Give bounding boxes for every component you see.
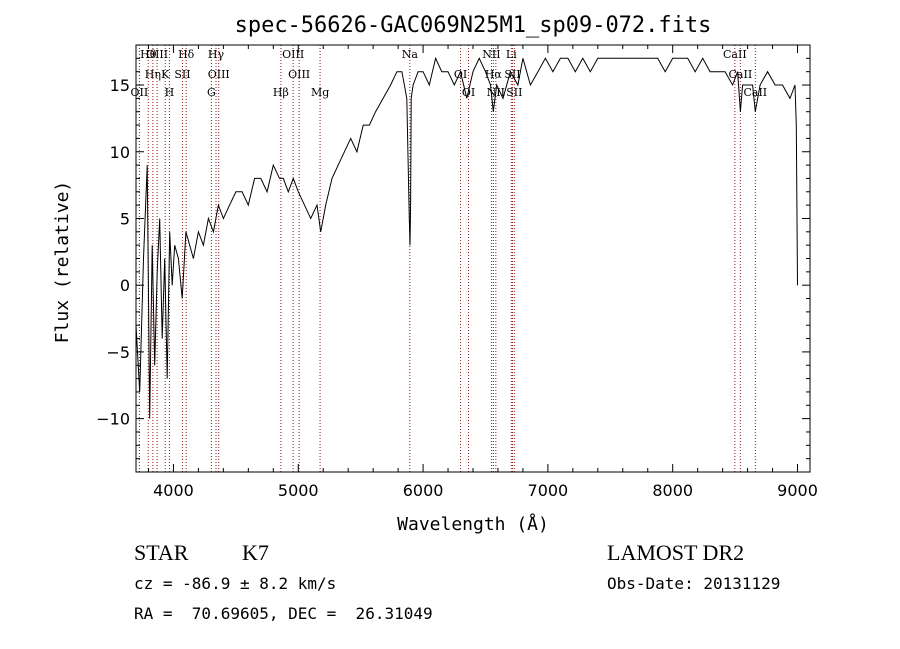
redshift-cz: cz = -86.9 ± 8.2 km/s (134, 574, 337, 593)
y-tick-label: 0 (120, 276, 130, 295)
x-axis-ticks: 4000 5000 6000 7000 8000 9000 (147, 45, 818, 500)
line-label: Na (402, 48, 419, 61)
ra-dec: RA = 70.69605, DEC = 26.31049 (134, 604, 433, 623)
x-tick-label: 6000 (403, 481, 444, 500)
line-label: OI (454, 68, 467, 81)
line-label: CaII (743, 86, 767, 99)
x-tick-label: 8000 (652, 481, 693, 500)
line-label: OIII (208, 68, 230, 81)
object-class: STAR (134, 540, 189, 565)
x-axis-label: Wavelength (Å) (397, 513, 549, 535)
line-label: Hθ (140, 48, 157, 61)
chart-title: spec-56626-GAC069N25M1_sp09-072.fits (235, 13, 712, 38)
x-tick-label: 7000 (528, 481, 569, 500)
y-axis-ticks: −10 −5 0 5 10 15 (96, 57, 810, 460)
line-label: SII (174, 68, 190, 81)
line-label: Mg (311, 86, 329, 99)
x-tick-label: 4000 (153, 481, 194, 500)
x-tick-label: 5000 (278, 481, 319, 500)
line-label: OIII (288, 68, 310, 81)
line-label: K (161, 68, 170, 81)
y-tick-label: −10 (96, 410, 130, 429)
line-label: Li (506, 48, 517, 61)
survey-name: LAMOST DR2 (607, 540, 745, 565)
spectral-line-labels: HθHηOIIOIIIKHHδSIIGHγOIIIHβOIIIOIIIMgNaO… (131, 48, 768, 99)
line-label: H (165, 86, 175, 99)
x-tick-label: 9000 (777, 481, 818, 500)
object-subclass: K7 (242, 540, 269, 565)
line-label: Hβ (273, 86, 289, 99)
spectrum-line (135, 56, 798, 419)
line-label: SII (506, 86, 522, 99)
line-label: OIII (282, 48, 304, 61)
y-tick-label: 10 (110, 143, 130, 162)
obs-date: Obs-Date: 20131129 (607, 574, 781, 593)
y-tick-label: −5 (106, 343, 130, 362)
line-label: Hα (485, 68, 503, 81)
line-label: CaII (729, 68, 753, 81)
line-label: OIII (146, 48, 168, 61)
line-label: Hη (145, 68, 161, 81)
spectral-line-markers (138, 45, 756, 472)
y-tick-label: 15 (110, 76, 130, 95)
line-label: CaII (723, 48, 747, 61)
line-label: OII (131, 86, 149, 99)
line-label: NII (482, 48, 500, 61)
plot-frame (135, 44, 811, 473)
y-tick-label: 5 (120, 209, 130, 228)
line-label: G (207, 86, 216, 99)
line-label: Hγ (208, 48, 225, 61)
y-axis-label: Flux (relative) (52, 181, 73, 344)
line-label: Hδ (178, 48, 195, 61)
